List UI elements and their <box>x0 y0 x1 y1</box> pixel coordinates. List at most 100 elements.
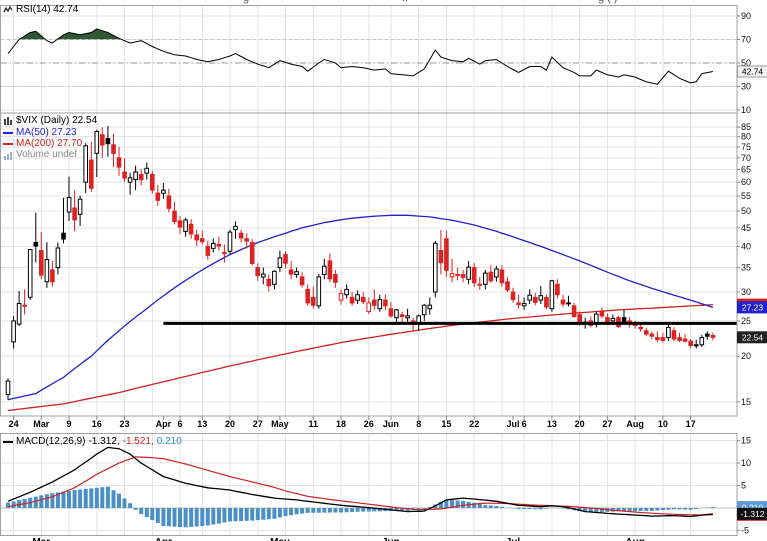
svg-text:5: 5 <box>741 481 746 491</box>
svg-text:60: 60 <box>741 177 751 187</box>
svg-text:10: 10 <box>741 458 751 468</box>
svg-text:-5: -5 <box>741 525 749 535</box>
svg-text:65: 65 <box>741 165 751 175</box>
price-legend: $VIX (Daily) 22.54 <box>3 116 97 126</box>
cropped-header-strip: g .. g ( ) <box>0 0 767 5</box>
ma50-swatch <box>3 132 13 134</box>
ma50-value-box: 27.23 <box>737 301 767 314</box>
macd-value-box: -1.312 <box>737 507 767 520</box>
ma200-line <box>7 303 713 412</box>
volume-legend: Volume undef <box>3 150 77 160</box>
macd-signal-line <box>7 456 713 516</box>
svg-text:-1.312: -1.312 <box>740 509 764 519</box>
svg-text:20: 20 <box>741 351 751 361</box>
ma200-swatch <box>3 143 13 145</box>
svg-text:6: 6 <box>522 419 527 429</box>
svg-text:9: 9 <box>66 419 71 429</box>
x-axis-labels: 24 Mar 9 16 23 Apr 6 13 20 27 May 11 18 26 Jun 8 15 22 Jul… <box>9 416 696 429</box>
ma200-legend-label: MA(200) 27.70 <box>16 138 83 149</box>
svg-text:22.54: 22.54 <box>742 333 764 343</box>
svg-text:55: 55 <box>741 191 751 201</box>
svg-text:May: May <box>270 537 290 541</box>
last-price-box: 22.54 <box>737 331 767 344</box>
svg-text:Mar: Mar <box>33 419 50 429</box>
svg-text:Apr: Apr <box>156 419 172 429</box>
svg-text:70: 70 <box>741 153 751 163</box>
ma50-legend: MA(50) 27.23 <box>3 128 77 138</box>
svg-text:24: 24 <box>9 419 19 429</box>
rsi-overbought-fill <box>8 28 713 40</box>
svg-text:50: 50 <box>741 58 751 68</box>
svg-text:Jun: Jun <box>383 419 399 429</box>
svg-text:May: May <box>271 419 289 429</box>
svg-text:13: 13 <box>197 419 207 429</box>
svg-text:25: 25 <box>741 316 751 326</box>
svg-text:30: 30 <box>741 82 751 92</box>
svg-text:80: 80 <box>741 132 751 142</box>
volume-legend-label: Volume undef <box>16 149 78 160</box>
macd-signal-value: -1.521, <box>122 436 154 447</box>
svg-text:0.210: 0.210 <box>742 502 764 512</box>
svg-text:27.23: 27.23 <box>742 303 764 313</box>
price-chart-icon <box>4 117 12 125</box>
svg-text:75: 75 <box>741 142 751 152</box>
svg-text:27: 27 <box>253 419 263 429</box>
rsi-plot <box>1 28 737 87</box>
svg-text:30: 30 <box>741 287 751 297</box>
svg-text:11: 11 <box>309 419 319 429</box>
svg-text:22: 22 <box>469 419 479 429</box>
svg-text:Apr: Apr <box>155 537 172 541</box>
svg-text:13: 13 <box>547 419 557 429</box>
gridlines <box>1 5 737 536</box>
svg-text:17: 17 <box>686 419 696 429</box>
rsi-line <box>7 28 713 85</box>
cropped-text-fragment: g <box>243 0 249 4</box>
svg-text:10: 10 <box>658 419 668 429</box>
svg-text:40: 40 <box>741 241 751 251</box>
svg-text:6: 6 <box>177 419 182 429</box>
macd-swatch <box>3 441 13 443</box>
svg-text:Aug: Aug <box>625 537 644 541</box>
svg-text:85: 85 <box>741 122 751 132</box>
svg-text:27: 27 <box>602 419 612 429</box>
candles <box>5 126 716 400</box>
svg-text:Mar: Mar <box>32 537 50 541</box>
svg-text:16: 16 <box>92 419 102 429</box>
macd-legend: MACD(12,26,9) -1.312, -1.521, 0.210 <box>3 437 182 447</box>
y-axis-labels: 9070503010858075706560555045403530252015… <box>737 11 751 535</box>
svg-text:35: 35 <box>741 263 751 273</box>
macd-line <box>7 446 713 518</box>
macd-legend-label: MACD(12,26,9) <box>16 436 86 447</box>
macd-plot <box>1 446 737 528</box>
indicator-icon <box>3 5 13 13</box>
cropped-text-fragment: g ( ) <box>598 0 618 4</box>
svg-text:Jun: Jun <box>382 537 400 541</box>
svg-text:15: 15 <box>741 397 751 407</box>
macd-histogram <box>6 486 715 528</box>
svg-text:90: 90 <box>741 11 751 21</box>
svg-text:10: 10 <box>741 105 751 115</box>
svg-text:50: 50 <box>741 206 751 216</box>
symbol-legend-label: $VIX (Daily) 22.54 <box>16 115 98 126</box>
svg-text:15: 15 <box>741 436 751 446</box>
svg-text:Jul: Jul <box>506 419 519 429</box>
ma50-line <box>7 214 714 401</box>
svg-text:20: 20 <box>225 419 235 429</box>
rsi-legend: RSI(14) 42.74 <box>3 5 78 15</box>
panel-borders <box>0 5 738 536</box>
cropped-text-fragment: .. <box>402 0 408 4</box>
svg-text:18: 18 <box>336 419 346 429</box>
macd-hist-value: 0.210 <box>156 436 182 447</box>
svg-text:Aug: Aug <box>626 419 644 429</box>
ma200-legend: MA(200) 27.70 <box>3 139 82 149</box>
svg-text:70: 70 <box>741 35 751 45</box>
svg-text:45: 45 <box>741 223 751 233</box>
svg-text:8: 8 <box>416 419 421 429</box>
cropped-bottom-labels: Mar Apr May Jun Jul Aug <box>32 537 644 541</box>
svg-text:20: 20 <box>575 419 585 429</box>
svg-text:Jul: Jul <box>506 537 521 541</box>
svg-text:23: 23 <box>119 419 129 429</box>
